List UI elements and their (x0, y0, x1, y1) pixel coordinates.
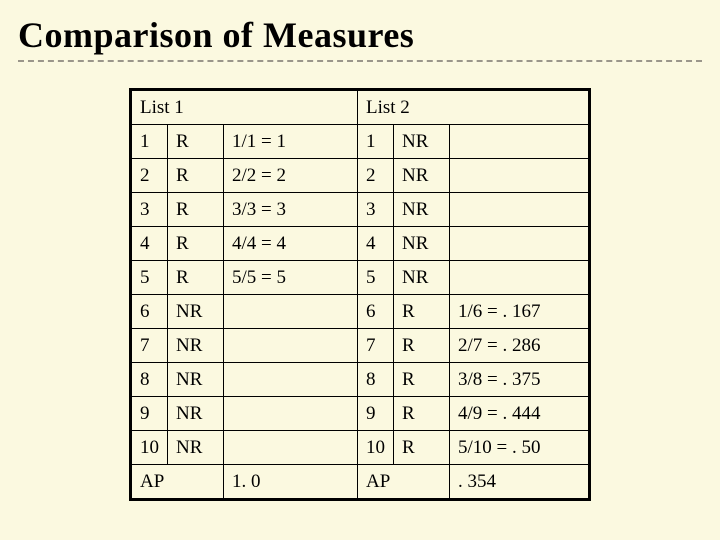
cell-index1: 6 (131, 295, 168, 329)
ap2-label: AP (358, 465, 450, 500)
cell-rel1: R (168, 193, 224, 227)
cell-calc1 (224, 329, 358, 363)
cell-rel1: R (168, 261, 224, 295)
cell-rel1: NR (168, 329, 224, 363)
cell-index1: 2 (131, 159, 168, 193)
cell-calc1: 2/2 = 2 (224, 159, 358, 193)
cell-index2: 10 (358, 431, 394, 465)
cell-calc2: 2/7 = . 286 (450, 329, 590, 363)
cell-calc2 (450, 125, 590, 159)
cell-index2: 9 (358, 397, 394, 431)
cell-index2: 4 (358, 227, 394, 261)
cell-calc2 (450, 159, 590, 193)
cell-index1: 10 (131, 431, 168, 465)
header-list1: List 1 (131, 90, 358, 125)
cell-index2: 1 (358, 125, 394, 159)
cell-index1: 7 (131, 329, 168, 363)
cell-index1: 4 (131, 227, 168, 261)
cell-index2: 2 (358, 159, 394, 193)
table-row: 2 R 2/2 = 2 2 NR (131, 159, 590, 193)
ap2-value: . 354 (450, 465, 590, 500)
cell-rel2: NR (394, 261, 450, 295)
comparison-table: List 1 List 2 1 R 1/1 = 1 1 NR 2 R 2/2 =… (129, 88, 591, 501)
cell-index2: 8 (358, 363, 394, 397)
cell-calc2: 3/8 = . 375 (450, 363, 590, 397)
cell-rel2: NR (394, 159, 450, 193)
cell-calc2 (450, 227, 590, 261)
cell-rel1: R (168, 159, 224, 193)
table-row: 3 R 3/3 = 3 3 NR (131, 193, 590, 227)
page-title: Comparison of Measures (18, 14, 702, 56)
header-list2: List 2 (358, 90, 590, 125)
cell-calc2: 4/9 = . 444 (450, 397, 590, 431)
cell-calc1: 1/1 = 1 (224, 125, 358, 159)
cell-index1: 1 (131, 125, 168, 159)
ap1-value: 1. 0 (224, 465, 358, 500)
cell-index2: 6 (358, 295, 394, 329)
cell-calc2: 5/10 = . 50 (450, 431, 590, 465)
cell-index2: 5 (358, 261, 394, 295)
cell-calc2 (450, 193, 590, 227)
table-header-row: List 1 List 2 (131, 90, 590, 125)
cell-calc1 (224, 397, 358, 431)
cell-rel2: NR (394, 193, 450, 227)
table-row: 7 NR 7 R 2/7 = . 286 (131, 329, 590, 363)
cell-calc1: 3/3 = 3 (224, 193, 358, 227)
cell-rel2: R (394, 295, 450, 329)
table-row: 9 NR 9 R 4/9 = . 444 (131, 397, 590, 431)
cell-calc1: 5/5 = 5 (224, 261, 358, 295)
cell-calc1 (224, 431, 358, 465)
cell-index1: 8 (131, 363, 168, 397)
cell-rel2: R (394, 431, 450, 465)
table-container: List 1 List 2 1 R 1/1 = 1 1 NR 2 R 2/2 =… (18, 88, 702, 501)
cell-index1: 3 (131, 193, 168, 227)
slide: Comparison of Measures List 1 List 2 1 R… (0, 0, 720, 540)
cell-rel2: R (394, 363, 450, 397)
ap1-label: AP (131, 465, 224, 500)
table-row: 5 R 5/5 = 5 5 NR (131, 261, 590, 295)
cell-calc2 (450, 261, 590, 295)
cell-index1: 9 (131, 397, 168, 431)
cell-calc1: 4/4 = 4 (224, 227, 358, 261)
cell-rel2: R (394, 329, 450, 363)
cell-index2: 3 (358, 193, 394, 227)
cell-index2: 7 (358, 329, 394, 363)
table-row: 4 R 4/4 = 4 4 NR (131, 227, 590, 261)
cell-rel1: NR (168, 363, 224, 397)
cell-rel1: NR (168, 397, 224, 431)
cell-rel1: NR (168, 431, 224, 465)
table-row: 8 NR 8 R 3/8 = . 375 (131, 363, 590, 397)
cell-index1: 5 (131, 261, 168, 295)
table-footer-row: AP 1. 0 AP . 354 (131, 465, 590, 500)
cell-calc1 (224, 363, 358, 397)
cell-rel1: NR (168, 295, 224, 329)
cell-rel2: NR (394, 227, 450, 261)
table-row: 1 R 1/1 = 1 1 NR (131, 125, 590, 159)
cell-rel2: R (394, 397, 450, 431)
cell-rel1: R (168, 125, 224, 159)
cell-rel2: NR (394, 125, 450, 159)
divider (18, 60, 702, 62)
cell-calc1 (224, 295, 358, 329)
table-row: 10 NR 10 R 5/10 = . 50 (131, 431, 590, 465)
cell-rel1: R (168, 227, 224, 261)
cell-calc2: 1/6 = . 167 (450, 295, 590, 329)
table-row: 6 NR 6 R 1/6 = . 167 (131, 295, 590, 329)
